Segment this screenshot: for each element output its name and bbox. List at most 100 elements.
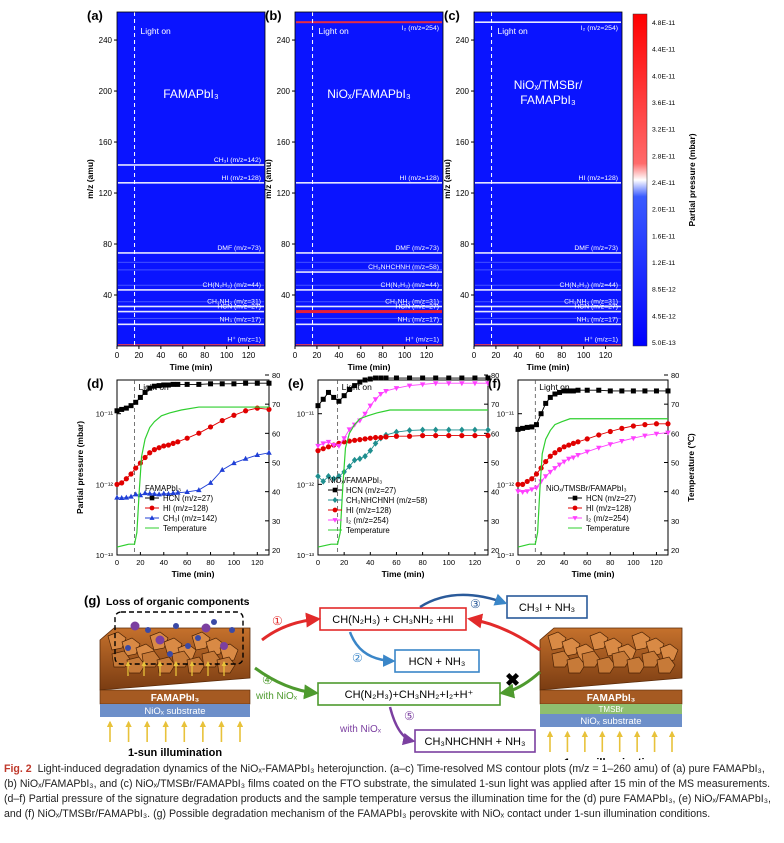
- arrow-3: [419, 593, 508, 609]
- data-point: [432, 426, 439, 434]
- x-tick-label: 100: [228, 558, 241, 567]
- film-label: FAMAPbI₃: [151, 693, 200, 704]
- crystal-grain: [626, 656, 646, 674]
- legend-swatch-marker: [332, 497, 338, 503]
- x-axis-title: Time (min): [172, 569, 215, 579]
- data-point: [133, 465, 139, 471]
- data-point: [175, 381, 181, 387]
- x-tick-label: 100: [398, 351, 412, 360]
- data-point: [596, 432, 602, 438]
- data-point: [596, 387, 602, 393]
- data-point: [372, 434, 379, 441]
- data-point: [156, 383, 162, 389]
- data-point: [137, 460, 143, 466]
- data-point: [320, 446, 326, 452]
- arrow-4: [254, 666, 319, 700]
- peak-band: [296, 323, 442, 326]
- x-tick-label: 20: [491, 351, 500, 360]
- series-line: [317, 409, 488, 548]
- data-point: [515, 481, 521, 487]
- legend-entry: Temperature: [346, 526, 390, 535]
- data-point: [519, 489, 526, 495]
- legend-entry: I₂ (m/z=254): [346, 516, 389, 525]
- data-point: [325, 444, 332, 450]
- data-point: [472, 381, 478, 387]
- legend-swatch-marker: [332, 487, 338, 493]
- data-point: [446, 375, 452, 381]
- peak-label: H⁺ (m/z=1): [584, 337, 618, 344]
- peak-label: H⁺ (m/z=1): [405, 337, 439, 344]
- data-point: [372, 440, 379, 447]
- colorbar-gradient: [632, 13, 648, 347]
- data-point: [325, 389, 331, 395]
- legend-title: NiOₓ/FAMAPbI₃: [328, 476, 382, 485]
- legend-entry: CH₃NHCHNH (m/z=58): [346, 496, 428, 505]
- x-tick-label: 120: [650, 558, 663, 567]
- molecule-atom: [167, 651, 173, 657]
- data-point: [561, 444, 567, 450]
- data-point: [372, 397, 379, 403]
- y2-tick-label: 30: [272, 517, 280, 526]
- illumination-label: 1-sun illumination: [128, 747, 222, 759]
- x-tick-label: 20: [134, 351, 143, 360]
- data-point: [393, 386, 400, 392]
- data-point: [538, 411, 544, 417]
- data-point: [196, 381, 202, 387]
- series-1: [315, 426, 491, 485]
- data-point: [524, 489, 530, 495]
- y-tick-label: 10⁻¹¹: [297, 410, 315, 419]
- x-tick-label: 100: [577, 351, 591, 360]
- data-point: [570, 455, 577, 461]
- data-point: [132, 491, 139, 497]
- data-point: [243, 380, 249, 386]
- peak-band: [296, 344, 442, 346]
- line-charts: Light on 10⁻¹¹ 10⁻¹² 10⁻¹³ 80 70 60 50 40 30 20 0 20…: [75, 371, 696, 579]
- colorbar-tick-label: 8.5E-12: [652, 287, 676, 294]
- data-point: [547, 453, 553, 459]
- x-tick-label: 100: [220, 351, 234, 360]
- peak-band: [296, 182, 442, 184]
- data-point: [133, 399, 139, 405]
- step-1-number: ①: [272, 614, 283, 628]
- data-point: [459, 426, 465, 434]
- peak-label: DMF (m/z=73): [574, 245, 618, 252]
- legend-swatch-marker: [332, 507, 338, 513]
- y2-tick-label: 50: [272, 459, 280, 468]
- data-point: [208, 381, 214, 387]
- data-point: [446, 426, 452, 434]
- series-2: [515, 430, 671, 495]
- data-point: [566, 456, 572, 462]
- molecule-atom: [211, 619, 217, 625]
- series-line: [317, 382, 488, 447]
- step-4-number: ④: [262, 673, 273, 687]
- y2-tick-label: 40: [671, 488, 679, 497]
- data-point: [485, 375, 491, 381]
- x-tick-label: 0: [472, 351, 477, 360]
- peak-label: HCN (m/z=27): [217, 304, 261, 311]
- data-point: [219, 381, 225, 387]
- data-point: [552, 391, 558, 397]
- data-point: [529, 487, 535, 493]
- faint-band: [296, 284, 442, 286]
- legend-swatch-marker: [572, 516, 578, 521]
- data-point: [346, 387, 352, 393]
- legend-swatch-marker: [332, 518, 338, 523]
- y-tick-label: 10⁻¹³: [497, 551, 515, 560]
- with-niox-label: with NiOₓ: [255, 691, 298, 702]
- data-point: [653, 431, 660, 437]
- data-point: [642, 433, 648, 439]
- data-point: [556, 462, 563, 468]
- data-point: [170, 381, 176, 387]
- caption-text: Light-induced degradation dynamics of th…: [4, 763, 771, 820]
- data-point: [346, 427, 353, 433]
- with-niox-label-2: with NiOₓ: [339, 724, 382, 735]
- line-chart-2: Light on 10⁻¹¹ 10⁻¹² 10⁻¹³ 80 70 60 50 40 30 20 0 20…: [488, 371, 696, 579]
- data-point: [472, 375, 478, 381]
- y2-tick-label: 60: [671, 429, 679, 438]
- film-label: FAMAPbI₃: [587, 693, 636, 704]
- y2-tick-label: 50: [491, 459, 499, 468]
- x-tick-label: 60: [535, 351, 544, 360]
- data-point: [419, 426, 426, 434]
- y-tick-label: 10⁻¹¹: [96, 410, 114, 419]
- data-point: [151, 491, 158, 497]
